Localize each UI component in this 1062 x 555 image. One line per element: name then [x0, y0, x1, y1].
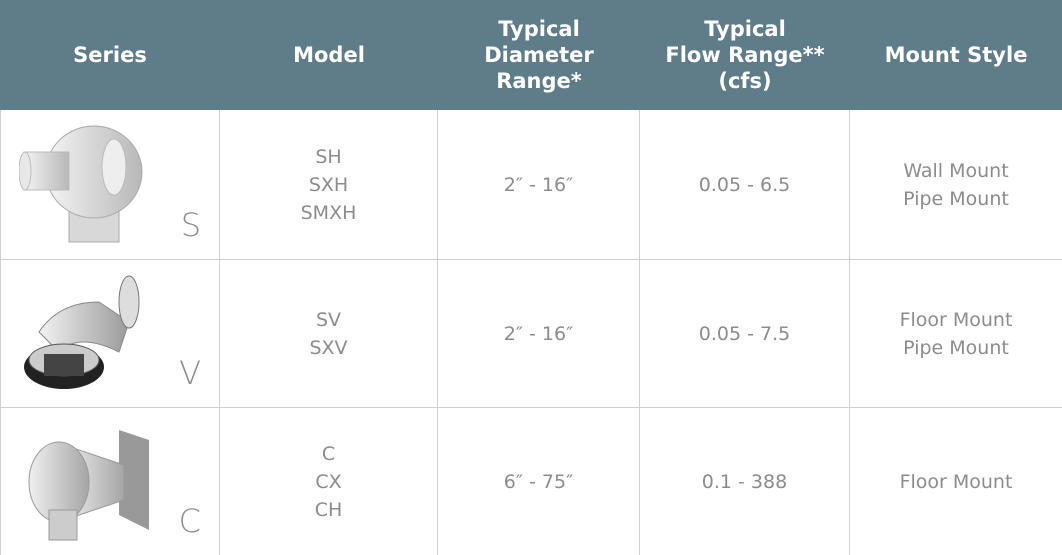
diameter-cell: 6″ - 75″ [438, 408, 640, 555]
header-line: Model [293, 42, 365, 68]
diameter: 6″ - 75″ [504, 468, 573, 496]
flow-cell: 0.1 - 388 [640, 408, 850, 555]
flow: 0.05 - 7.5 [699, 320, 790, 348]
mount: Pipe Mount [903, 185, 1009, 213]
model: SMXH [301, 199, 357, 227]
model: SXV [309, 334, 347, 362]
model: CX [315, 468, 341, 496]
header-line: Typical [498, 16, 580, 42]
series-letter: C [179, 507, 201, 535]
mount-cell: Floor Mount [850, 408, 1062, 555]
series-letter: V [179, 359, 201, 387]
model: C [322, 440, 335, 468]
model: SH [315, 143, 341, 171]
mount: Wall Mount [903, 157, 1008, 185]
flow: 0.1 - 388 [702, 468, 787, 496]
mount: Floor Mount [900, 306, 1013, 334]
model: CH [315, 496, 343, 524]
model: SXH [309, 171, 348, 199]
diameter: 2″ - 16″ [504, 171, 573, 199]
diameter: 2″ - 16″ [504, 320, 573, 348]
header-line: Flow Range** [665, 42, 824, 68]
series-cell: C [0, 408, 220, 555]
diameter-cell: 2″ - 16″ [438, 260, 640, 408]
product-image [19, 420, 159, 545]
header-line: Diameter [484, 42, 594, 68]
series-cell: V [0, 260, 220, 408]
series-cell: S [0, 110, 220, 260]
model: SV [316, 306, 341, 334]
flow-cell: 0.05 - 7.5 [640, 260, 850, 408]
product-image [19, 272, 149, 397]
header-line: Range* [496, 68, 582, 94]
product-image [19, 122, 149, 247]
header-cell: Series [0, 0, 220, 110]
flow: 0.05 - 6.5 [699, 171, 790, 199]
product-table: Series Model TypicalDiameterRange* Typic… [0, 0, 1062, 555]
mount: Pipe Mount [903, 334, 1009, 362]
header-cell: Mount Style [850, 0, 1062, 110]
mount: Floor Mount [900, 468, 1013, 496]
header-line: Mount Style [885, 42, 1028, 68]
header-cell: Model [220, 0, 438, 110]
header-line: Typical [704, 16, 786, 42]
header-line: Series [73, 42, 147, 68]
series-letter: S [181, 211, 201, 239]
flow-cell: 0.05 - 6.5 [640, 110, 850, 260]
diameter-cell: 2″ - 16″ [438, 110, 640, 260]
header-line: (cfs) [718, 68, 771, 94]
